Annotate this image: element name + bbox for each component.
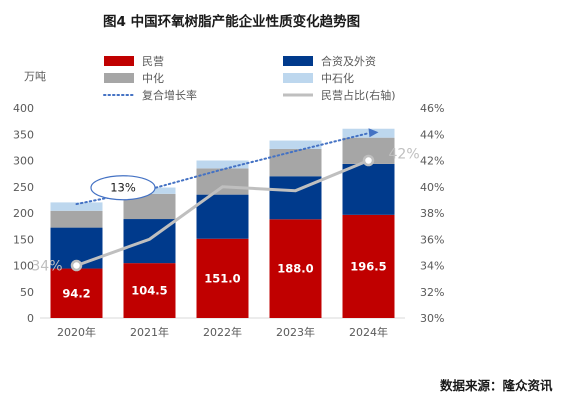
bar-data-label: 104.5 — [131, 284, 167, 298]
bar-segment — [50, 268, 103, 318]
bar-segment — [269, 140, 322, 149]
bar-segment — [342, 214, 395, 318]
y-right-tick-label: 42% — [420, 155, 444, 168]
bar-segment — [269, 148, 322, 177]
plot-area: 0 50 100 150 200 250 300 350 400 30% 32% 34% 36% 38% 4… — [13, 102, 444, 339]
share-line — [75, 159, 370, 267]
y-left-tick-label: 200 — [13, 207, 34, 220]
bar-segment — [342, 128, 395, 138]
legend-label: 复合增长率 — [142, 88, 197, 102]
bar-segment — [196, 194, 249, 239]
y-left-tick-label: 50 — [20, 286, 34, 299]
bar-segment — [342, 163, 395, 215]
y-left-tick-label: 250 — [13, 181, 34, 194]
bar-data-label: 151.0 — [204, 271, 240, 285]
bar-segment — [123, 263, 176, 318]
bar-segment — [196, 168, 249, 195]
legend-swatch — [104, 56, 134, 66]
share-start-label: 34% — [31, 259, 62, 275]
share-end-label: 42% — [389, 147, 420, 163]
y-left-tick-label: 350 — [13, 128, 34, 141]
y-right-tick-label: 40% — [420, 181, 444, 194]
y-left-tick-label: 150 — [13, 233, 34, 246]
legend-label: 民营 — [142, 54, 164, 68]
cagr-arrow — [368, 128, 379, 138]
legend-label: 中化 — [142, 71, 164, 85]
x-tick-label: 2021年 — [130, 325, 169, 339]
bar-data-label: 196.5 — [350, 259, 386, 273]
y-left-tick-label: 0 — [27, 312, 34, 325]
cagr-callout — [90, 175, 156, 201]
bar-segment — [196, 160, 249, 169]
y-axis-unit: 万吨 — [24, 70, 46, 83]
bar-segment — [269, 219, 322, 318]
y-left-tick-label: 400 — [13, 102, 34, 115]
legend-label: 民营占比(右轴) — [321, 88, 396, 102]
bar-data-label: 94.2 — [62, 286, 90, 300]
y-right-tick-label: 38% — [420, 207, 444, 220]
legend-label: 中石化 — [321, 71, 354, 85]
bar-segment — [50, 202, 103, 211]
legend-swatch — [283, 56, 313, 66]
legend-swatch — [104, 73, 134, 83]
legend-swatch — [283, 73, 313, 83]
share-point — [70, 259, 83, 272]
x-tick-label: 2020年 — [57, 325, 96, 339]
bar-segment — [196, 238, 249, 318]
cagr-callout-label: 13% — [110, 181, 136, 195]
y-right-tick-label: 34% — [420, 260, 444, 273]
y-right-tick-label: 32% — [420, 286, 444, 299]
bar-data-label: 188.0 — [277, 262, 313, 276]
chart-title: 图4 中国环氧树脂产能企业性质变化趋势图 — [103, 13, 360, 30]
y-left-tick-label: 300 — [13, 155, 34, 168]
share-point — [362, 154, 375, 167]
y-right-tick-label: 36% — [420, 233, 444, 246]
bar-segment — [50, 210, 103, 228]
y-right-tick-label: 30% — [420, 312, 444, 325]
y-right-tick-label: 44% — [420, 128, 444, 141]
source-note: 数据来源：隆众资讯 — [439, 378, 553, 393]
legend-label: 合资及外资 — [321, 54, 376, 68]
y-right-tick-label: 46% — [420, 102, 444, 115]
x-tick-label: 2023年 — [276, 325, 315, 339]
x-tick-label: 2024年 — [349, 325, 388, 339]
y-left-tick-label: 100 — [13, 260, 34, 273]
x-tick-label: 2022年 — [203, 325, 242, 339]
